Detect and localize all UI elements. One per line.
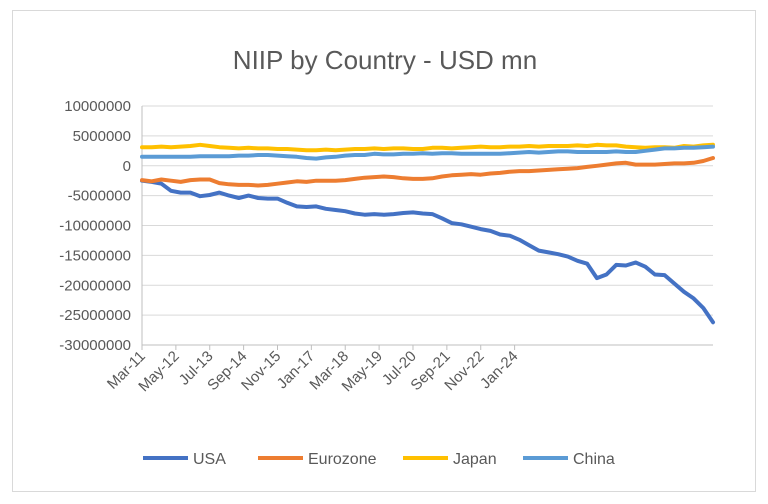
series-line-eurozone	[140, 156, 715, 188]
series-lines	[140, 142, 715, 325]
chart-frame: NIIP by Country - USD mn 10000000 5000000…	[12, 10, 756, 492]
legend-label-japan: Japan	[453, 451, 497, 468]
chart-title: NIIP by Country - USD mn	[233, 45, 537, 75]
y-tick-label: -25000000	[59, 307, 131, 324]
series-line-china	[140, 144, 715, 161]
legend-label-usa: USA	[193, 451, 226, 468]
y-tick-label: -15000000	[59, 247, 131, 264]
y-tick-label: -10000000	[59, 218, 131, 235]
y-tick-label: 5000000	[73, 128, 131, 145]
y-tick-label: -20000000	[59, 277, 131, 294]
legend-label-china: China	[573, 451, 615, 468]
gridlines	[141, 105, 713, 346]
x-axis-ticks: Mar-11May-12Jul-13Sep-14Nov-15Jan-17Mar-…	[104, 345, 521, 395]
series-line-usa	[140, 178, 715, 325]
chart-svg: NIIP by Country - USD mn 10000000 5000000…	[59, 45, 715, 468]
y-tick-label: -5000000	[68, 188, 131, 205]
legend-label-eurozone: Eurozone	[308, 451, 377, 468]
y-tick-label: 0	[123, 158, 131, 175]
legend: USA Eurozone Japan China	[143, 451, 615, 468]
y-tick-label: -30000000	[59, 337, 131, 354]
y-tick-label: 10000000	[64, 98, 131, 115]
y-axis-ticks: 10000000 5000000 0 -5000000 -10000000 -150000…	[59, 98, 131, 354]
x-tick-label: Jan-24	[477, 348, 521, 392]
series-line-japan	[140, 142, 715, 153]
